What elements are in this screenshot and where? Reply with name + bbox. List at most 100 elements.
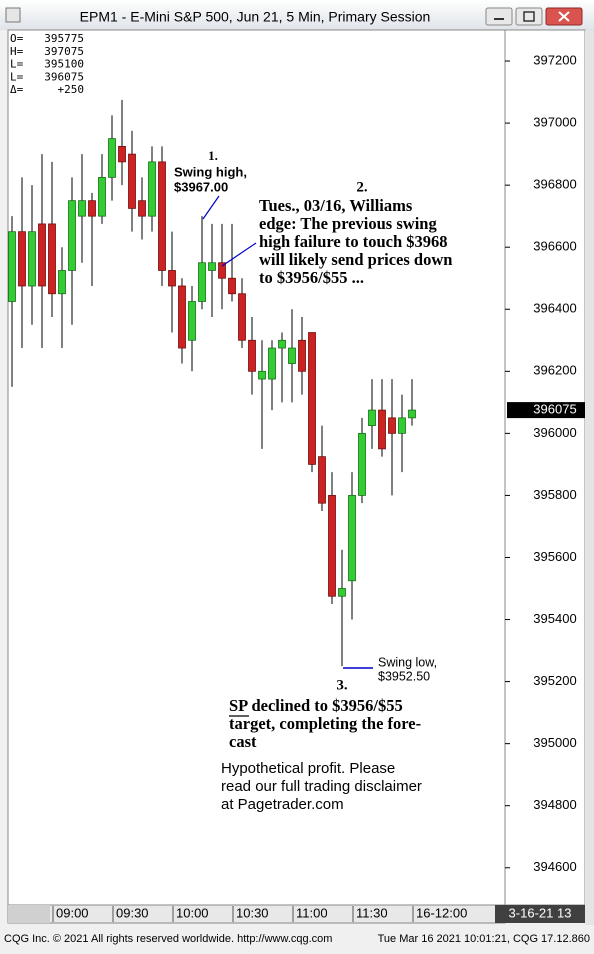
time-axis-scroll[interactable]	[8, 905, 50, 923]
candle-body	[368, 409, 376, 427]
annotation-text: edge: The previous swing	[259, 214, 437, 233]
candle-body	[188, 301, 196, 341]
candle-body	[258, 370, 266, 380]
candle-body	[278, 339, 286, 349]
annotation-text: $3967.00	[174, 179, 228, 194]
candle-body	[108, 138, 116, 178]
annotation-text: Tues., 03/16, Williams	[259, 196, 413, 215]
scrollbar[interactable]	[585, 30, 594, 925]
y-tick-label: 396000	[533, 425, 576, 440]
y-tick-label: 394800	[533, 797, 576, 812]
candle-body	[78, 200, 86, 217]
candle-body	[18, 231, 26, 287]
swing-high-pointer	[202, 195, 220, 220]
y-tick-label: 396600	[533, 239, 576, 254]
candle-body	[208, 262, 216, 271]
maximize-button[interactable]	[515, 7, 543, 26]
candle-body	[128, 153, 136, 209]
candle-body	[288, 347, 296, 364]
annotation-text: target, completing the fore-	[229, 714, 421, 733]
y-tick-label: 396400	[533, 301, 576, 316]
candle-body	[328, 495, 336, 597]
header-label: L=	[10, 58, 24, 71]
header-label: O=	[10, 32, 24, 45]
y-tick-label: 397000	[533, 115, 576, 130]
annotation-text: SP declined to $3956/$55	[229, 696, 403, 715]
window-icon[interactable]	[5, 7, 21, 23]
header-value: 397075	[44, 45, 84, 58]
annotation-text: Swing high,	[174, 164, 247, 179]
candle-body	[408, 409, 416, 419]
candle-body	[298, 339, 306, 372]
minimize-button[interactable]	[485, 7, 513, 26]
header-value: 395775	[44, 32, 84, 45]
annotation-text: to $3956/$55 ...	[259, 268, 364, 287]
candle-body	[248, 339, 256, 372]
y-tick-label: 395200	[533, 673, 576, 688]
disclaimer-text: read our full trading disclaimer	[221, 778, 422, 795]
header-label: H=	[10, 45, 24, 58]
candle-body	[218, 262, 226, 279]
close-icon	[558, 11, 570, 22]
candle-body	[48, 223, 56, 295]
candle-body	[68, 200, 76, 271]
candle-body	[138, 200, 146, 217]
forecast-pointer	[221, 242, 257, 267]
candle-body	[168, 270, 176, 287]
y-tick-label: 394600	[533, 859, 576, 874]
status-right: Tue Mar 16 2021 10:01:21, CQG 17.12.860	[378, 933, 590, 945]
header-label: L=	[10, 70, 24, 83]
y-tick-label: 395800	[533, 487, 576, 502]
header-value: 396075	[44, 70, 84, 83]
annotation-number: 1.	[208, 148, 218, 163]
disclaimer-text: at Pagetrader.com	[221, 796, 344, 813]
candle-body	[118, 145, 126, 163]
candle-body	[348, 495, 356, 582]
candle-body	[58, 270, 66, 295]
candle-body	[388, 417, 396, 434]
y-tick-label: 396800	[533, 177, 576, 192]
x-tick-label: 10:00	[176, 905, 209, 920]
candle-body	[38, 223, 46, 287]
candle-body	[98, 176, 106, 217]
candle-body	[88, 200, 96, 217]
window-title: EPM1 - E-Mini S&P 500, Jun 21, 5 Min, Pr…	[80, 9, 431, 25]
candle-body	[178, 285, 186, 349]
status-left: CQG Inc. © 2021 All rights reserved worl…	[4, 933, 332, 945]
annotation-text: $3952.50	[378, 669, 430, 683]
last-price-label: 396075	[533, 402, 576, 417]
candle-body	[158, 161, 166, 271]
annotation-text: Swing low,	[378, 655, 437, 669]
candle-body	[338, 588, 346, 597]
candle-body	[308, 332, 316, 465]
candle-body	[378, 409, 386, 450]
candle-body	[228, 277, 236, 295]
date-box	[495, 905, 585, 923]
y-tick-label: 395600	[533, 549, 576, 564]
candle-body	[198, 262, 206, 302]
annotation-number: 3.	[336, 677, 348, 693]
last-price-box	[507, 402, 585, 419]
annotations: 1. Swing high, $3967.00 2. Tues., 03/16,…	[174, 148, 452, 813]
candle-body	[28, 231, 36, 287]
plot-area	[7, 29, 506, 906]
annotation-number: 2.	[356, 179, 368, 195]
disclaimer-text: Hypothetical profit. Please	[221, 760, 395, 777]
x-tick-label: 10:30	[236, 905, 269, 920]
price-axis	[504, 29, 586, 906]
annotation-text: will likely send prices down	[259, 250, 452, 269]
candle-body	[8, 231, 16, 302]
header-label: Δ=	[10, 83, 24, 96]
x-tick-label: 16-12:00	[416, 905, 467, 920]
x-tick-label: 11:00	[296, 905, 328, 920]
candle-body	[268, 347, 276, 380]
y-tick-label: 395000	[533, 735, 576, 750]
annotation-text: cast	[229, 732, 257, 751]
maximize-icon	[523, 11, 535, 22]
candle-body	[238, 293, 246, 341]
y-tick-label: 397200	[533, 52, 576, 67]
annotation-text: high failure to touch $3968	[259, 232, 448, 251]
x-tick-label: 09:30	[116, 905, 149, 920]
date-box-label: 3-16-21 13	[509, 905, 572, 920]
